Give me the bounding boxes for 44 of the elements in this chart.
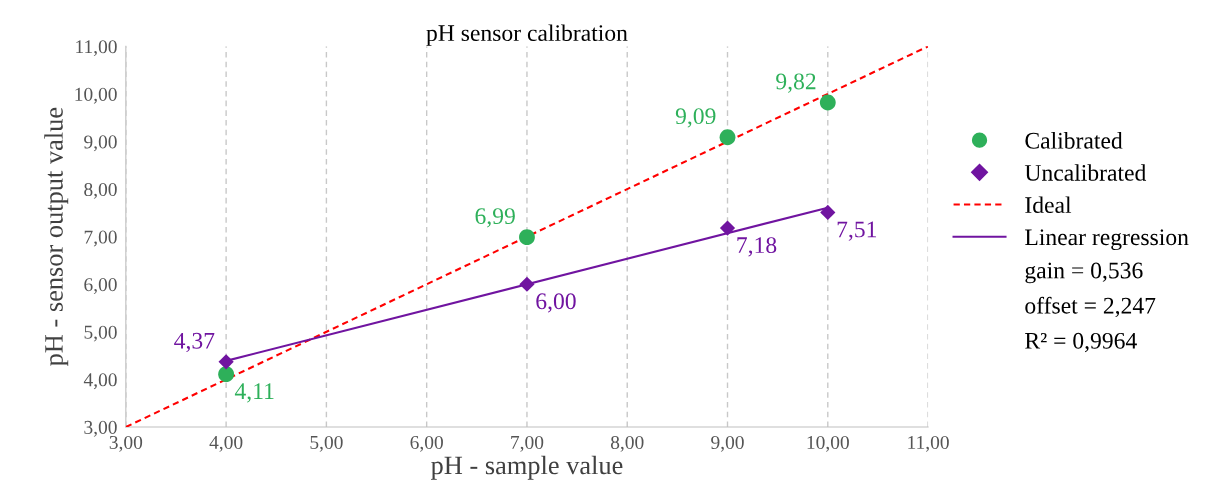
y-tick-label: 10,00 [75, 87, 117, 104]
text: gain = 0,536 [1025, 262, 1143, 284]
data-label: 6,99 [475, 208, 515, 228]
legend-label: Ideal [1025, 196, 1072, 214]
y-tick-label: 5,00 [84, 325, 117, 342]
y-tick-label: 4,00 [83, 373, 117, 390]
data-label: 4,11 [234, 383, 274, 403]
y-tick-label: 9,00 [84, 135, 117, 152]
y-tick-label: 11,00 [76, 40, 117, 57]
point [820, 204, 836, 221]
point [719, 129, 736, 146]
legend-label: Uncalibrated [1024, 164, 1147, 181]
x-tick-label: 8,00 [610, 435, 644, 452]
data-label: 4,37 [174, 332, 215, 353]
chart-title: pH sensor calibration [426, 24, 628, 46]
point [519, 276, 535, 292]
data-label: 6,00 [536, 293, 576, 313]
point [719, 220, 736, 236]
data-label: 7,51 [837, 221, 877, 241]
x-tick-label: 5,00 [310, 435, 343, 452]
legend-label: Linear regression [1025, 229, 1189, 251]
point [218, 366, 235, 383]
legend-label: Calibrated [1025, 132, 1123, 149]
y-axis-title: pH - sensor output value [44, 107, 69, 366]
point [819, 94, 836, 111]
data-label: 9,82 [776, 73, 816, 93]
x-axis-title: pH - sample value [431, 455, 623, 480]
x-tick-label: 9,00 [711, 435, 744, 452]
text: R² = 0,9964 [1025, 332, 1137, 353]
x-tick-label: 4,00 [209, 435, 243, 452]
data-label: 9,09 [675, 108, 716, 128]
x-tick-label: 3,00 [109, 435, 143, 452]
x-tick-label: 7,00 [511, 435, 544, 452]
y-tick-label: 6,00 [84, 278, 117, 294]
y-tick-label: 8,00 [84, 182, 117, 199]
x-tick-label: 10,00 [807, 435, 849, 452]
point [218, 354, 234, 370]
y-tick-label: 3,00 [84, 420, 117, 437]
point [519, 229, 535, 246]
x-tick-label: 6,00 [410, 435, 443, 452]
data-label: 7,18 [737, 237, 777, 257]
x-tick-label: 11,00 [908, 435, 949, 452]
y-tick-label: 7,00 [84, 230, 117, 247]
text: offset = 2,247 [1025, 296, 1156, 318]
